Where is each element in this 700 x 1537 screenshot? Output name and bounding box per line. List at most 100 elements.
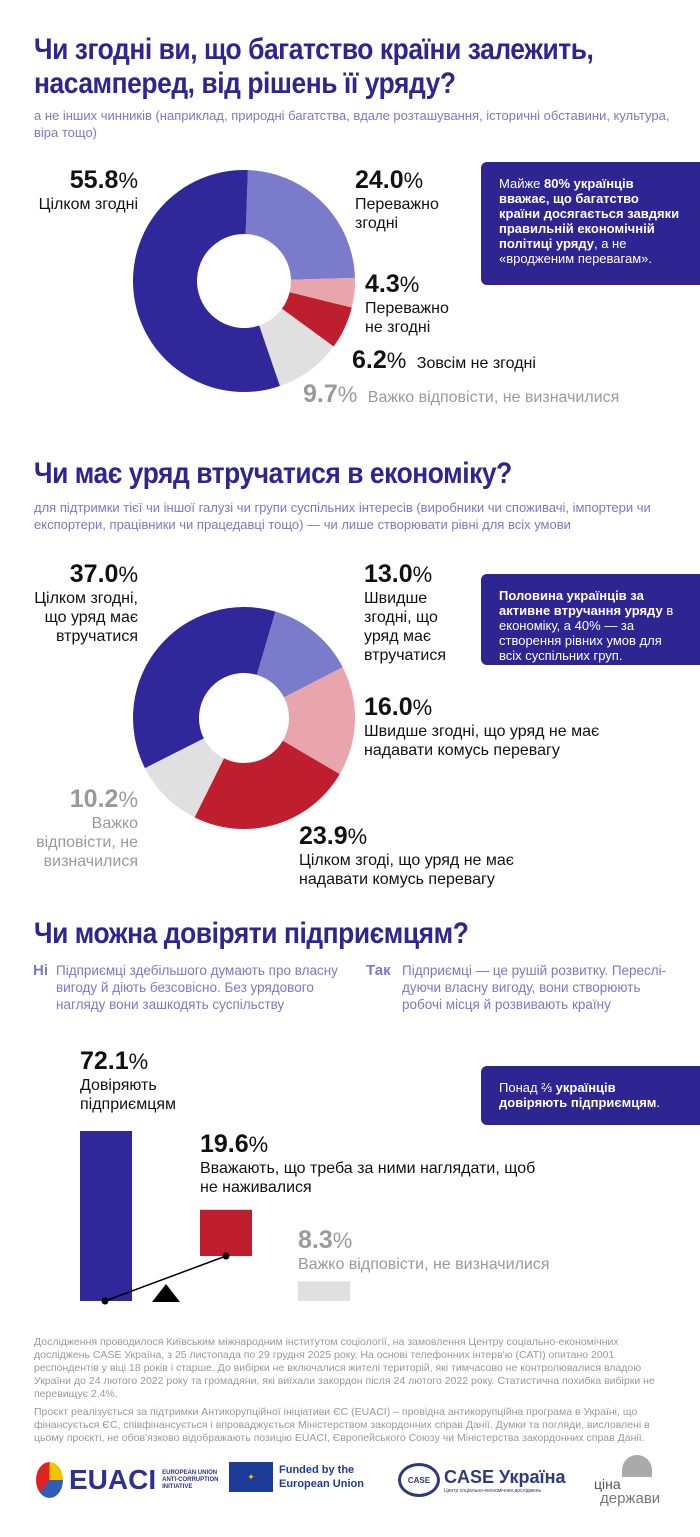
- parliament-icon: [622, 1455, 652, 1477]
- label: Переважно не згодні: [365, 300, 449, 336]
- callout-text: в економіку, а 40% — за створення рівних…: [499, 603, 674, 663]
- no-label: Ні: [33, 962, 48, 979]
- donut2-slice-3: [144, 738, 224, 818]
- value: 72.1: [80, 1047, 129, 1075]
- label-bar-trust: 72.1% Довіряють підприємцям: [80, 1047, 230, 1114]
- footer-methodology: Дослідження проводилося Київським міжнар…: [34, 1336, 655, 1400]
- euaci-emblem-icon: [36, 1462, 63, 1498]
- label-s2-undecided: 10.2% Важко відповісти, не визначилися: [20, 785, 138, 871]
- callout-bold: Половина українців за активне втручання …: [499, 588, 663, 618]
- yes-text: Підприємці — це рушій розвитку. Переслі­…: [402, 963, 667, 1012]
- donut1-slice-3: [259, 308, 334, 387]
- value: 8.3: [298, 1226, 333, 1254]
- callout-s2: Половина українців за активне втручання …: [481, 574, 700, 665]
- label: Цілком згоді, що уряд не має надавати ко…: [299, 852, 514, 888]
- label: Важко відповісти, не визначилися: [36, 815, 138, 870]
- pct-sign: %: [128, 1049, 149, 1074]
- label-s1-disagree: 6.2% Зовсім не згодні: [352, 346, 536, 375]
- pct-sign: %: [412, 562, 433, 587]
- label-bar-oversight: 19.6% Вважають, що треба за ними нагляда…: [200, 1130, 540, 1197]
- donut2-slice-2: [194, 740, 340, 829]
- value: 9.7: [303, 380, 338, 408]
- label-s1-full-agree: 55.8% Цілком згодні: [20, 166, 138, 214]
- yes-label: Так: [366, 962, 391, 979]
- donut2-slice-0: [256, 611, 343, 698]
- section2-header: Чи має уряд втручатися в економіку? для …: [34, 457, 684, 533]
- value: 6.2: [352, 346, 387, 374]
- case-subtitle: Центр соціально-економічних досліджень: [444, 1487, 542, 1494]
- label: Швидше згодні, що уряд має втручатися: [364, 590, 447, 664]
- label: Швидше згодні, що уряд не має надавати к…: [364, 723, 600, 759]
- donut1-slice-2: [281, 292, 352, 347]
- euaci-wordmark: EUACI: [69, 1464, 157, 1495]
- pct-sign: %: [399, 272, 420, 297]
- pct-sign: %: [337, 382, 358, 407]
- pct-sign: %: [403, 168, 424, 193]
- pct-sign: %: [118, 168, 138, 193]
- value: 16.0: [364, 693, 413, 721]
- value: 4.3: [365, 270, 400, 298]
- callout-s1: Майже 80% українців вважає, що багатство…: [481, 162, 700, 285]
- seesaw-fulcrum-icon: [152, 1284, 180, 1302]
- section1-title: Чи згодні ви, що багатство країни залежи…: [34, 33, 594, 100]
- eu-flag-icon: ✦: [229, 1462, 273, 1492]
- pct-sign: %: [248, 1132, 269, 1157]
- logo-eu: ✦ Funded by the European Union: [229, 1462, 389, 1492]
- logo-euaci: EUACI EUROPEAN UNION ANTI-CORRUPTION INI…: [36, 1462, 222, 1498]
- value: 10.2: [69, 785, 119, 813]
- callout-text: , а не «вродженим перевагам».: [499, 236, 652, 266]
- callout-s3: Понад ⅔ українців довіряють підприємцям.: [481, 1066, 700, 1125]
- label: Важко відповісти, не визначилися: [367, 389, 620, 406]
- label-s1-mostly-disagree: 4.3% Переважно не згодні: [365, 270, 465, 337]
- label-s2-rather-no-preference: 16.0% Швидше згодні, що уряд не має нада…: [364, 693, 624, 760]
- value: 13.0: [364, 560, 413, 588]
- derzhavy-word: держави: [600, 1490, 661, 1507]
- pct-sign: %: [386, 348, 407, 373]
- value: 24.0: [355, 166, 404, 194]
- label-s2-full-no-preference: 23.9% Цілком згоді, що уряд не має надав…: [299, 822, 559, 889]
- label: Переважно згодні: [355, 196, 439, 232]
- pct-sign: %: [347, 824, 368, 849]
- donut2-slice-1: [282, 667, 355, 775]
- section1-subtitle: а не інших чинників (наприклад, природні…: [34, 108, 670, 140]
- label: Цілком згодні: [38, 196, 138, 213]
- section3-header: Чи можна довіряти підприємцям?: [34, 917, 684, 951]
- donut1-slice-0: [245, 170, 355, 280]
- callout-text: Майже: [499, 176, 545, 191]
- section2-subtitle: для підтримки тієї чи іншої галузі чи гр…: [34, 500, 651, 532]
- bar-1: [200, 1209, 252, 1256]
- cina-word: ціна: [594, 1476, 621, 1492]
- euaci-subtitle: EUROPEAN UNION ANTI-CORRUPTION INITIATIV…: [162, 1469, 219, 1490]
- value: 19.6: [200, 1130, 249, 1158]
- value: 23.9: [299, 822, 348, 850]
- callout-bold: 80% українців вважає, що багатство країн…: [499, 176, 680, 251]
- label: Довіряють підприємцям: [80, 1077, 177, 1113]
- bar-0: [80, 1131, 132, 1301]
- footer: Дослідження проводилося Київським міжнар…: [34, 1336, 674, 1445]
- eu-funded-text: Funded by the European Union: [279, 1464, 364, 1490]
- value: 37.0: [69, 560, 119, 588]
- donut2-slice-4: [132, 607, 276, 769]
- callout-bold: українців довіряють підприємцям: [499, 1080, 657, 1110]
- label-s2-rather-intervene: 13.0% Швидше згодні, що уряд має втручат…: [364, 560, 460, 665]
- label-s1-mostly-agree: 24.0% Переважно згодні: [355, 166, 455, 233]
- case-wordmark: CASE Україна: [444, 1466, 566, 1487]
- label: Вважають, що треба за ними наглядати, що…: [200, 1160, 536, 1196]
- pct-sign: %: [118, 787, 138, 812]
- callout-text: Понад ⅔: [499, 1080, 556, 1095]
- pct-sign: %: [118, 562, 138, 587]
- no-text: Підприємці здебільшого думають про власн…: [56, 963, 338, 1012]
- callout-text: .: [656, 1095, 661, 1110]
- label-bar-undecided: 8.3% Важко відповісти, не визначилися: [298, 1226, 598, 1274]
- label: Зовсім не згодні: [416, 355, 536, 372]
- seesaw-beam: [104, 1255, 227, 1302]
- section1-header: Чи згодні ви, що багатство країни залежи…: [34, 33, 684, 141]
- donut1-slice-4: [133, 170, 280, 392]
- label: Важко відповісти, не визначилися: [298, 1256, 550, 1273]
- pct-sign: %: [412, 695, 433, 720]
- footer-disclaimer: Проєкт реалізується за підтримки Антикор…: [34, 1406, 650, 1444]
- label: Цілком згодні, що уряд має втручатися: [34, 590, 138, 645]
- value: 55.8: [69, 166, 119, 194]
- seesaw-end-left: [101, 1297, 109, 1305]
